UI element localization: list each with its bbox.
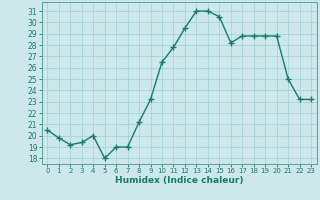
X-axis label: Humidex (Indice chaleur): Humidex (Indice chaleur) bbox=[115, 176, 244, 185]
